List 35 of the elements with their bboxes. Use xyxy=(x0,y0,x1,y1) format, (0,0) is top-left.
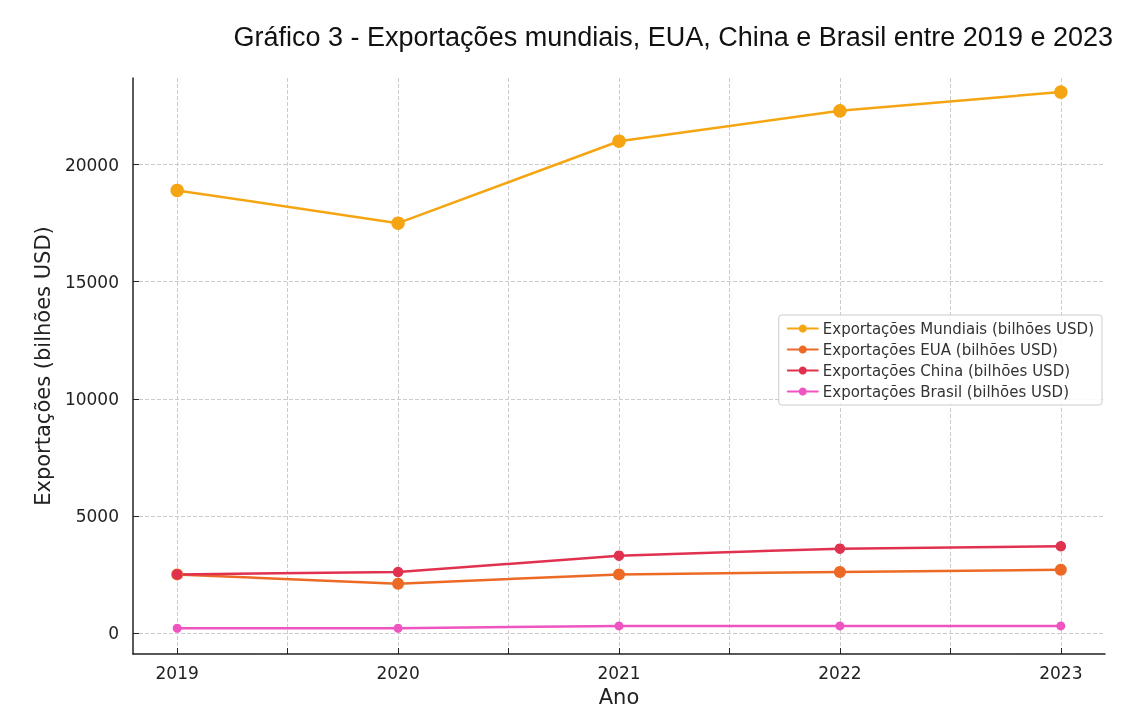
chart-title: Gráfico 3 - Exportações mundiais, EUA, China e Brasil entre 2019 e 2023 xyxy=(233,21,1113,52)
point xyxy=(1054,563,1067,576)
point xyxy=(1055,541,1067,552)
legend-label: Exportações Brasil (bilhões USD) xyxy=(822,382,1069,401)
legend-label: Exportações China (bilhões USD) xyxy=(822,361,1071,380)
point xyxy=(834,543,846,554)
point xyxy=(172,623,182,633)
point xyxy=(613,550,625,561)
point xyxy=(835,621,845,631)
point xyxy=(392,577,405,590)
point xyxy=(613,568,625,581)
point xyxy=(391,216,405,230)
point xyxy=(614,621,624,631)
point xyxy=(170,183,184,198)
x-tick-label: 2020 xyxy=(376,662,420,683)
y-tick-label: 15000 xyxy=(64,271,119,292)
x-axis-title: Ano xyxy=(598,684,640,709)
x-tick-label: 2019 xyxy=(155,662,199,683)
y-tick-label: 5000 xyxy=(75,505,119,526)
y-tick-label: 20000 xyxy=(64,154,119,175)
y-tick-label: 0 xyxy=(108,622,119,643)
x-tick-label: 2023 xyxy=(1039,662,1083,683)
legend-label: Exportações Mundiais (bilhões USD) xyxy=(822,319,1095,338)
x-tick-label: 2021 xyxy=(597,662,641,683)
point xyxy=(393,623,403,633)
y-axis-title: Exportações (bilhões USD) xyxy=(30,226,55,506)
point xyxy=(392,566,404,578)
point xyxy=(833,566,846,579)
point xyxy=(1054,85,1068,99)
point xyxy=(833,104,847,118)
y-tick-label: 10000 xyxy=(64,388,119,409)
point xyxy=(1056,621,1066,631)
legend-label: Exportações EUA (bilhões USD) xyxy=(822,340,1058,359)
x-tick-label: 2022 xyxy=(818,662,862,683)
point xyxy=(612,134,626,148)
